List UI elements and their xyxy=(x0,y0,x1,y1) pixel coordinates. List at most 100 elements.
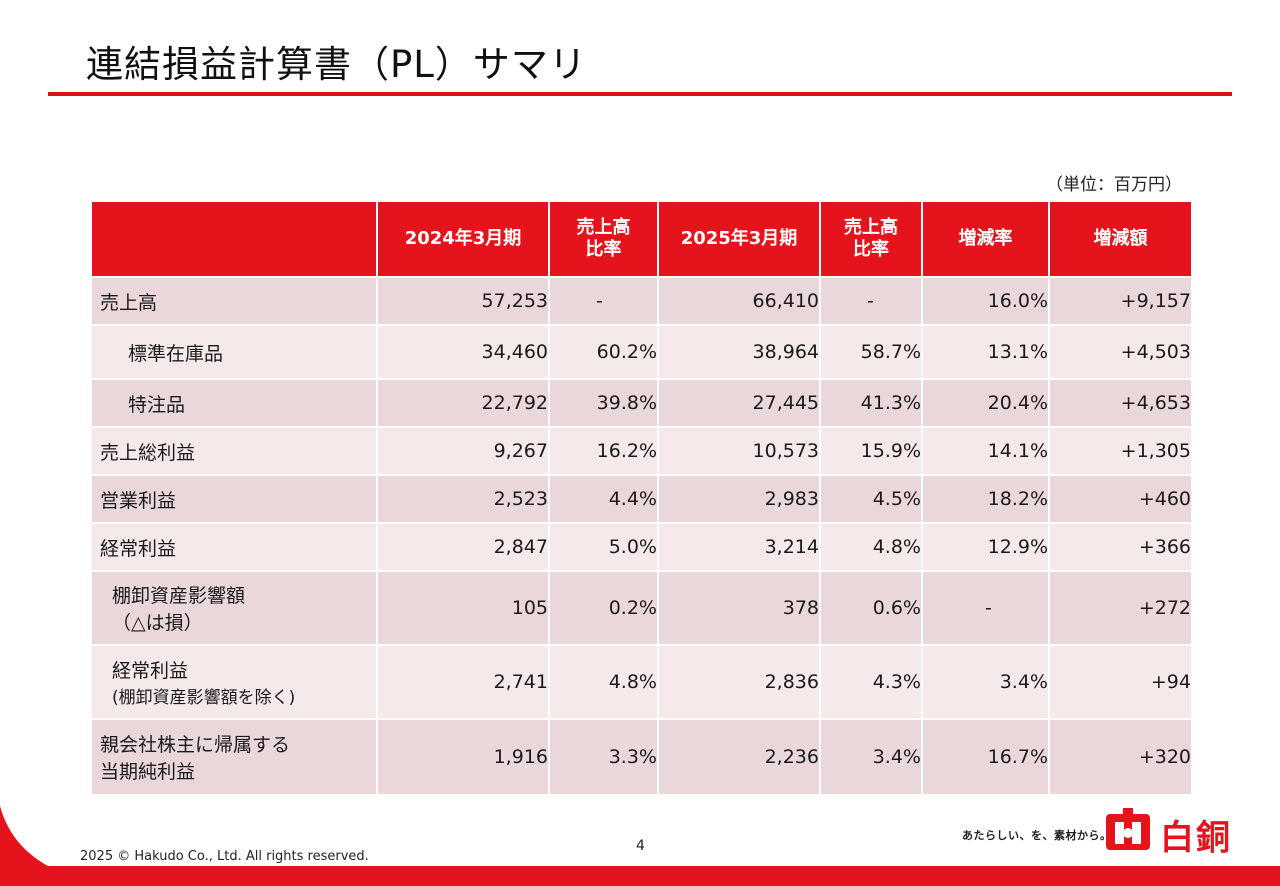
company-tagline: あたらしい、を、素材から。 xyxy=(962,829,1112,842)
change-rate: 13.1% xyxy=(921,324,1050,380)
change-amount: +1,305 xyxy=(1048,426,1193,476)
value-fy2025: 378 xyxy=(657,570,821,646)
value-fy2024: 2,741 xyxy=(376,644,550,720)
ratio-fy2024: 4.8% xyxy=(548,644,659,720)
ratio-fy2025: 4.3% xyxy=(819,644,923,720)
header-change-rate: 増減率 xyxy=(921,200,1050,278)
table-header-row: 2024年3月期 売上高 比率 2025年3月期 売上高 比率 増減率 増減額 xyxy=(90,200,1193,278)
change-amount: +320 xyxy=(1048,718,1193,796)
row-label: 棚卸資産影響額 （△は損） xyxy=(90,570,378,646)
ratio-fy2025: 0.6% xyxy=(819,570,923,646)
ratio-fy2024: 60.2% xyxy=(548,324,659,380)
change-amount: +4,503 xyxy=(1048,324,1193,380)
row-label: 親会社株主に帰属する 当期純利益 xyxy=(90,718,378,796)
pl-summary-table: 2024年3月期 売上高 比率 2025年3月期 売上高 比率 増減率 増減額 売上… xyxy=(90,200,1193,796)
change-amount: +366 xyxy=(1048,522,1193,572)
header-change-amount: 増減額 xyxy=(1048,200,1193,278)
ratio-fy2024: 0.2% xyxy=(548,570,659,646)
change-amount: +9,157 xyxy=(1048,276,1193,326)
change-amount: +272 xyxy=(1048,570,1193,646)
change-rate: 16.0% xyxy=(921,276,1050,326)
value-fy2024: 9,267 xyxy=(376,426,550,476)
row-label: 経常利益 (棚卸資産影響額を除く) xyxy=(90,644,378,720)
change-rate: 14.1% xyxy=(921,426,1050,476)
change-amount: +460 xyxy=(1048,474,1193,524)
header-blank xyxy=(90,200,378,278)
row-label: 経常利益 xyxy=(90,522,378,572)
table-row-gross-profit: 売上総利益 9,267 16.2% 10,573 15.9% 14.1% +1,… xyxy=(90,426,1193,476)
page-number: 4 xyxy=(636,838,645,854)
header-fy2025: 2025年3月期 xyxy=(657,200,821,278)
unit-label: （単位：百万円） xyxy=(1046,175,1182,195)
row-label: 売上総利益 xyxy=(90,426,378,476)
header-ratio-2024: 売上高 比率 xyxy=(548,200,659,278)
value-fy2024: 57,253 xyxy=(376,276,550,326)
change-amount: +4,653 xyxy=(1048,378,1193,428)
value-fy2025: 2,836 xyxy=(657,644,821,720)
row-label: 営業利益 xyxy=(90,474,378,524)
header-ratio-2024-line2: 比率 xyxy=(585,239,622,260)
company-logo-icon xyxy=(1106,808,1150,850)
row-label-line1: 棚卸資産影響額 xyxy=(112,585,246,607)
table-row-inventory-valuation: 棚卸資産影響額 （△は損） 105 0.2% 378 0.6% - +272 xyxy=(90,570,1193,646)
change-rate: - xyxy=(921,570,1050,646)
ratio-fy2024: - xyxy=(548,276,659,326)
change-rate: 16.7% xyxy=(921,718,1050,796)
copyright-text: 2025 © Hakudo Co., Ltd. All rights reser… xyxy=(80,849,369,864)
ratio-fy2025: 4.5% xyxy=(819,474,923,524)
title-underline xyxy=(48,92,1232,96)
value-fy2024: 34,460 xyxy=(376,324,550,380)
header-ratio-2024-line1: 売上高 xyxy=(576,216,631,238)
table-row-net-income: 親会社株主に帰属する 当期純利益 1,916 3.3% 2,236 3.4% 1… xyxy=(90,718,1193,796)
row-label: 標準在庫品 xyxy=(90,324,378,380)
header-ratio-2025-line2: 比率 xyxy=(853,239,889,260)
footer-bar xyxy=(0,866,1280,886)
ratio-fy2025: 41.3% xyxy=(819,378,923,428)
value-fy2024: 1,916 xyxy=(376,718,550,796)
row-label-line2: 当期純利益 xyxy=(100,761,196,783)
value-fy2024: 2,847 xyxy=(376,522,550,572)
table-row-custom-orders: 特注品 22,792 39.8% 27,445 41.3% 20.4% +4,6… xyxy=(90,378,1193,428)
value-fy2025: 2,983 xyxy=(657,474,821,524)
ratio-fy2025: 4.8% xyxy=(819,522,923,572)
change-rate: 20.4% xyxy=(921,378,1050,428)
value-fy2025: 66,410 xyxy=(657,276,821,326)
ratio-fy2024: 5.0% xyxy=(548,522,659,572)
value-fy2025: 38,964 xyxy=(657,324,821,380)
change-rate: 12.9% xyxy=(921,522,1050,572)
change-amount: +94 xyxy=(1048,644,1193,720)
ratio-fy2024: 3.3% xyxy=(548,718,659,796)
row-label: 特注品 xyxy=(90,378,378,428)
ratio-fy2025: 58.7% xyxy=(819,324,923,380)
corner-decoration xyxy=(0,806,60,876)
ratio-fy2024: 16.2% xyxy=(548,426,659,476)
row-label-line2: （△は損） xyxy=(112,612,203,634)
page-title: 連結損益計算書（PL）サマリ xyxy=(86,43,587,86)
row-label: 売上高 xyxy=(90,276,378,326)
row-label-line2: (棚卸資産影響額を除く) xyxy=(112,688,296,708)
row-label-line1: 親会社株主に帰属する xyxy=(100,734,291,756)
table-row-operating-profit: 営業利益 2,523 4.4% 2,983 4.5% 18.2% +460 xyxy=(90,474,1193,524)
ratio-fy2025: 15.9% xyxy=(819,426,923,476)
table-row-ordinary-profit: 経常利益 2,847 5.0% 3,214 4.8% 12.9% +366 xyxy=(90,522,1193,572)
company-logo-text: 白銅 xyxy=(1160,818,1232,858)
value-fy2024: 22,792 xyxy=(376,378,550,428)
ratio-fy2025: - xyxy=(819,276,923,326)
value-fy2025: 10,573 xyxy=(657,426,821,476)
table-row-net-sales: 売上高 57,253 - 66,410 - 16.0% +9,157 xyxy=(90,276,1193,326)
change-rate: 3.4% xyxy=(921,644,1050,720)
change-rate: 18.2% xyxy=(921,474,1050,524)
ratio-fy2025: 3.4% xyxy=(819,718,923,796)
value-fy2024: 2,523 xyxy=(376,474,550,524)
header-ratio-2025: 売上高 比率 xyxy=(819,200,923,278)
ratio-fy2024: 39.8% xyxy=(548,378,659,428)
row-label-line1: 経常利益 xyxy=(112,660,189,682)
table-row-ordinary-profit-excl-inventory: 経常利益 (棚卸資産影響額を除く) 2,741 4.8% 2,836 4.3% … xyxy=(90,644,1193,720)
value-fy2025: 2,236 xyxy=(657,718,821,796)
value-fy2024: 105 xyxy=(376,570,550,646)
value-fy2025: 27,445 xyxy=(657,378,821,428)
ratio-fy2024: 4.4% xyxy=(548,474,659,524)
value-fy2025: 3,214 xyxy=(657,522,821,572)
table-row-standard-stock: 標準在庫品 34,460 60.2% 38,964 58.7% 13.1% +4… xyxy=(90,324,1193,380)
header-ratio-2025-line1: 売上高 xyxy=(844,216,898,238)
